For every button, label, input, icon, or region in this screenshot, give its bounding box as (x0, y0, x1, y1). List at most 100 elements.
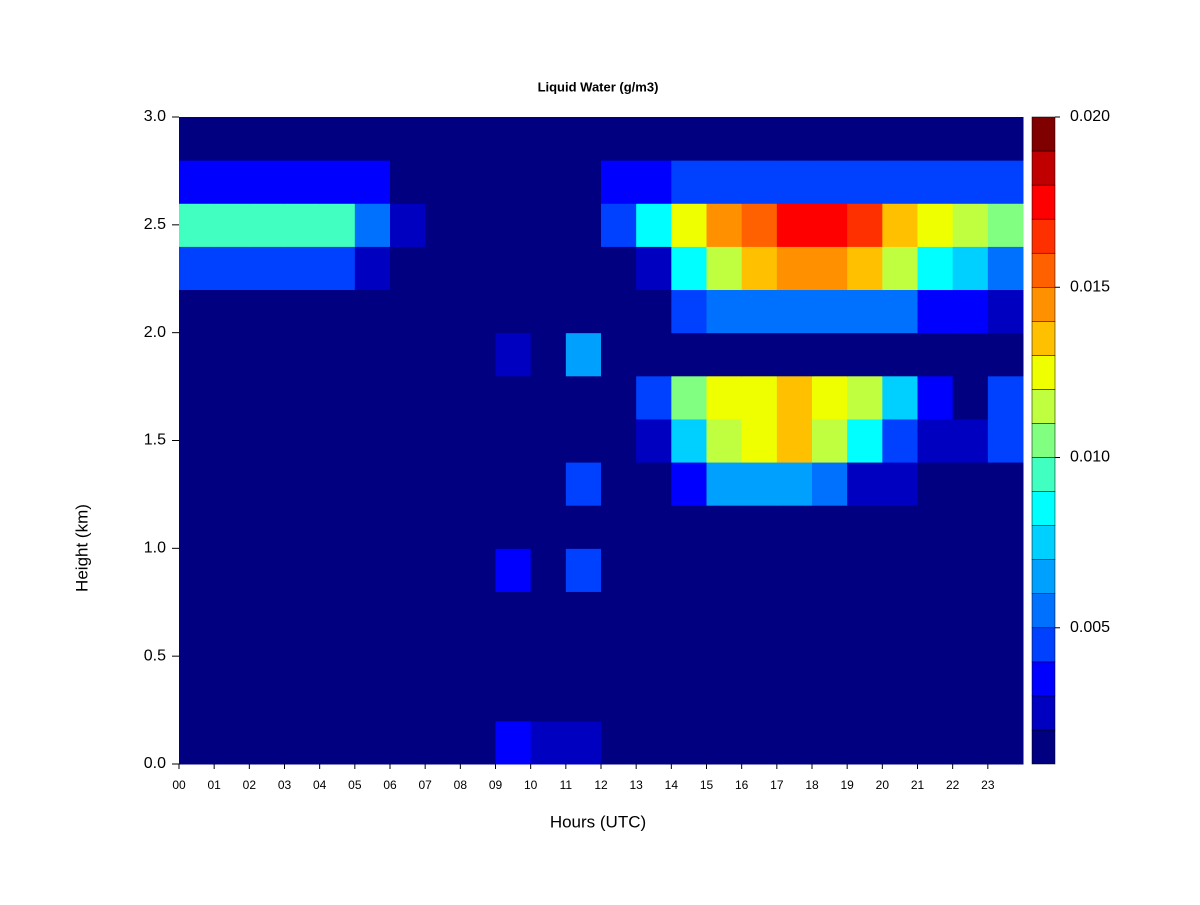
heatmap-cell (460, 634, 496, 679)
heatmap-cell (530, 332, 567, 377)
heatmap-cell (214, 289, 250, 334)
heatmap-cell (882, 375, 918, 420)
heatmap-cell (354, 289, 391, 334)
heatmap-cell (776, 418, 813, 463)
heatmap-cell (179, 548, 215, 592)
heatmap-cell (565, 677, 602, 722)
heatmap-cell (882, 246, 918, 291)
heatmap-cell (706, 418, 743, 463)
heatmap-cell (530, 677, 567, 722)
heatmap-cell (390, 203, 426, 247)
colorbar-box (1031, 252, 1056, 288)
heatmap-cell (249, 505, 285, 549)
heatmap-cell (179, 375, 215, 420)
heatmap-cell (671, 289, 707, 334)
x-tick-label: 11 (560, 778, 573, 792)
heatmap-cell (354, 375, 391, 420)
x-axis-title: Hours (UTC) (550, 812, 646, 831)
heatmap-cell (179, 289, 215, 334)
heatmap-cell (636, 160, 672, 204)
heatmap-cell (319, 462, 356, 506)
heatmap-cell (952, 246, 989, 291)
heatmap-cell (917, 418, 954, 463)
heatmap-cell (284, 720, 321, 765)
heatmap-cell (460, 677, 496, 722)
heatmap-cell (530, 418, 567, 463)
heatmap-cell (636, 418, 672, 463)
heatmap-cell (319, 720, 356, 765)
heatmap-cell (390, 505, 426, 549)
heatmap-cell (847, 246, 883, 291)
heatmap-cell (530, 591, 567, 636)
heatmap-cell (671, 462, 707, 506)
heatmap-cell (179, 203, 215, 247)
heatmap-cell (776, 375, 813, 420)
heatmap-cell (987, 505, 1024, 549)
heatmap-cell (495, 289, 532, 334)
heatmap-cell (952, 677, 989, 722)
heatmap-cell (495, 677, 532, 722)
heatmap-cell (214, 720, 250, 765)
heatmap-cell (460, 246, 496, 291)
x-tick-label: 12 (594, 778, 608, 792)
heatmap-cell (214, 548, 250, 592)
heatmap-cell (425, 505, 461, 549)
heatmap-cell (319, 677, 356, 722)
heatmap-cell (179, 462, 215, 506)
heatmap-cell (706, 375, 743, 420)
heatmap-cell (847, 548, 883, 592)
heatmap-cell (390, 332, 426, 377)
x-tick-label: 06 (383, 778, 397, 792)
heatmap-cell (741, 505, 778, 549)
heatmap-cell (249, 677, 285, 722)
heatmap-cell (987, 720, 1024, 765)
heatmap-cell (565, 418, 602, 463)
heatmap-cell (249, 548, 285, 592)
heatmap-cell (987, 375, 1024, 420)
heatmap-cell (390, 720, 426, 765)
colorbar-box (1031, 218, 1056, 254)
heatmap-cell (179, 160, 215, 204)
heatmap-cell (882, 418, 918, 463)
heatmap-cell (214, 677, 250, 722)
heatmap-cell (601, 203, 637, 247)
heatmap-cell (565, 117, 602, 161)
heatmap-cell (882, 548, 918, 592)
heatmap-cell (460, 548, 496, 592)
heatmap-cell (847, 505, 883, 549)
colorbar-box (1031, 457, 1056, 492)
heatmap-cell (284, 160, 321, 204)
heatmap-cell (425, 289, 461, 334)
heatmap-cell (882, 634, 918, 679)
heatmap-cell (390, 677, 426, 722)
y-tick-label: 0.5 (144, 647, 166, 664)
heatmap-cell (354, 117, 391, 161)
heatmap-cell (249, 418, 285, 463)
heatmap-cell (847, 289, 883, 334)
x-tick-label: 21 (911, 778, 925, 792)
x-tick-label: 19 (840, 778, 854, 792)
heatmap-cell (319, 246, 356, 291)
heatmap-cell (706, 677, 743, 722)
x-tick-label: 20 (876, 778, 890, 792)
heatmap-cell (565, 505, 602, 549)
colorbar-box (1031, 355, 1056, 390)
heatmap-cell (284, 462, 321, 506)
heatmap-cell (917, 246, 954, 291)
heatmap-cell (179, 720, 215, 765)
heatmap-cell (741, 418, 778, 463)
heatmap-cell (847, 332, 883, 377)
heatmap-cell (776, 246, 813, 291)
heatmap-cell (706, 332, 743, 377)
heatmap-cell (565, 375, 602, 420)
heatmap-cell (952, 289, 989, 334)
heatmap-cell (495, 548, 532, 592)
heatmap-cell (495, 591, 532, 636)
x-tick-label: 13 (629, 778, 643, 792)
heatmap-cell (179, 634, 215, 679)
heatmap-cell (249, 634, 285, 679)
colorbar-tick-label: 0.010 (1070, 449, 1110, 466)
heatmap-cell (495, 246, 532, 291)
heatmap-cell (284, 505, 321, 549)
heatmap-cell (741, 117, 778, 161)
